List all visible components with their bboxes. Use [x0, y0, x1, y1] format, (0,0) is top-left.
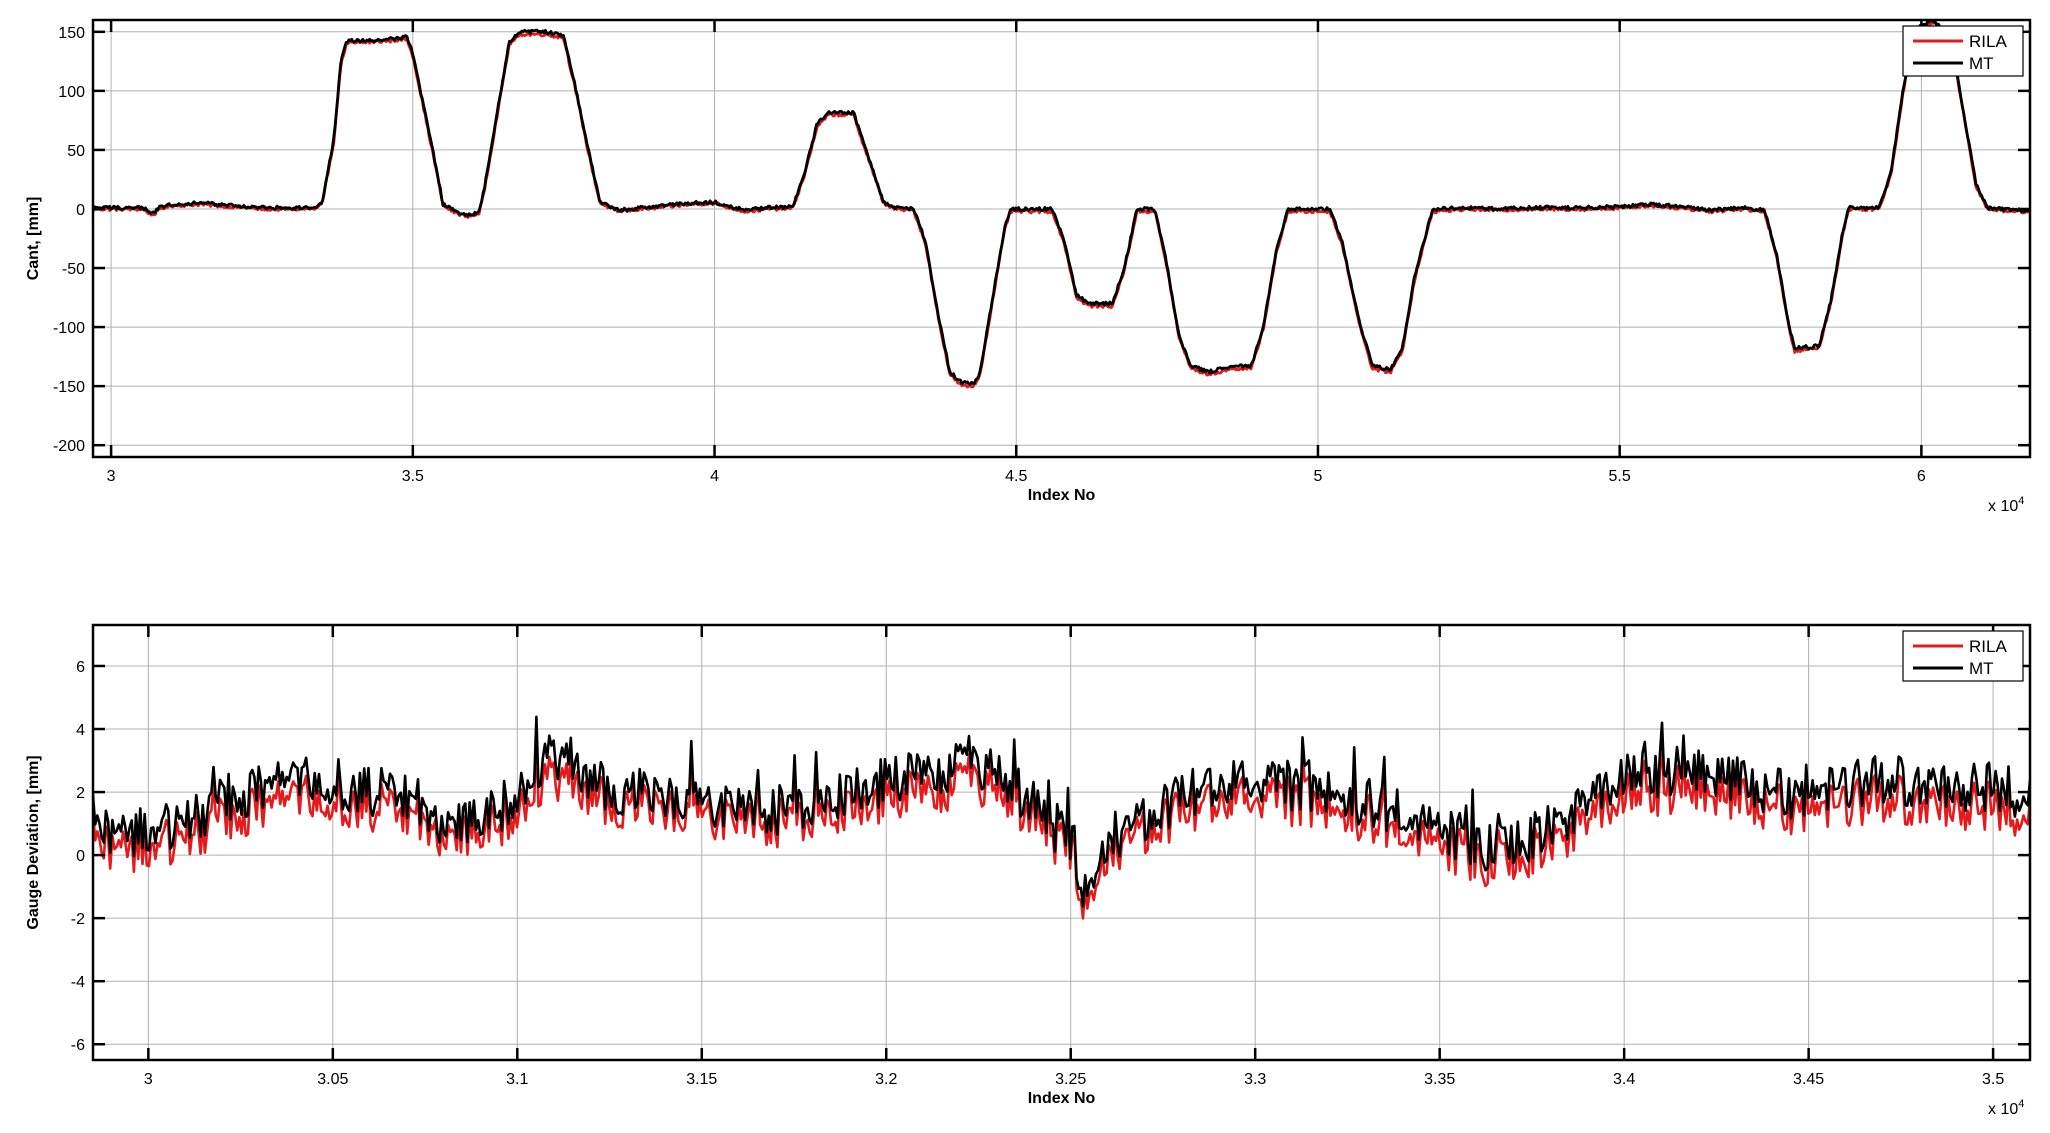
cant-ticks — [93, 20, 2030, 457]
cant-series-line-rila — [93, 20, 2030, 389]
gauge-x-axis-label: Index No — [1028, 1090, 1096, 1107]
gauge-legend: RILA MT — [1902, 630, 2024, 682]
gauge-tick-labels: 3 3.05 3.1 3.15 3.2 3.25 3.3 3.35 3.4 3.45 3.5 6 4 2 0… — [71, 659, 2005, 1088]
cant-y-tick-label: -200 — [53, 438, 85, 455]
cant-x-tick-label: 4 — [710, 468, 719, 485]
cant-x-tick-label: 3.5 — [402, 468, 424, 485]
gauge-x-tick-label: 3.45 — [1793, 1071, 1824, 1088]
gauge-axes-frame — [91, 623, 2032, 1062]
gauge-y-tick-label: -6 — [71, 1037, 85, 1054]
gauge-ticks — [93, 625, 2030, 1060]
cant-legend-label-rila: RILA — [1969, 32, 2007, 51]
gauge-y-tick-label: 2 — [76, 785, 85, 802]
cant-grid — [93, 20, 2030, 457]
gauge-y-tick-label: 6 — [76, 659, 85, 676]
cant-x-tick-label: 6 — [1917, 468, 1926, 485]
cant-legend: RILA MT — [1902, 25, 2024, 77]
cant-tick-labels: 3 3.5 4 4.5 5 5.5 6 150 100 50 0 -50 -100 -150 -200 — [53, 25, 1926, 485]
gauge-x-exponent-label: x 104 — [1988, 1098, 2024, 1118]
gauge-x-tick-label: 3.4 — [1613, 1071, 1635, 1088]
cant-x-exponent-label: x 104 — [1988, 495, 2024, 515]
cant-y-tick-label: 150 — [58, 25, 85, 42]
gauge-y-tick-label: -4 — [71, 974, 85, 991]
cant-series-line-mt — [93, 20, 2030, 386]
cant-y-axis-label: Cant, [mm] — [25, 197, 42, 281]
gauge-x-exponent: 4 — [2018, 1098, 2024, 1110]
gauge-x-multiplier: x 10 — [1988, 1101, 2018, 1118]
cant-legend-box — [1902, 25, 2024, 77]
gauge-x-tick-label: 3.5 — [1982, 1071, 2004, 1088]
gauge-x-tick-label: 3.2 — [875, 1071, 897, 1088]
cant-x-multiplier: x 10 — [1988, 498, 2018, 515]
cant-x-tick-label: 4.5 — [1005, 468, 1027, 485]
gauge-y-axis-label: Gauge Deviation, [mm] — [25, 755, 42, 929]
gauge-y-tick-label: -2 — [71, 911, 85, 928]
gauge-x-tick-label: 3.1 — [506, 1071, 528, 1088]
gauge-series — [93, 715, 2030, 920]
cant-x-tick-label: 3 — [107, 468, 116, 485]
cant-x-tick-label: 5.5 — [1609, 468, 1631, 485]
gauge-series-line-rila — [93, 734, 2030, 920]
gauge-y-tick-label: 4 — [76, 722, 85, 739]
cant-y-tick-label: -100 — [53, 320, 85, 337]
cant-x-tick-label: 5 — [1314, 468, 1323, 485]
gauge-x-tick-label: 3.25 — [1055, 1071, 1086, 1088]
cant-y-tick-label: 100 — [58, 84, 85, 101]
gauge-x-tick-label: 3.3 — [1244, 1071, 1266, 1088]
gauge-legend-label-mt: MT — [1969, 659, 1994, 678]
cant-x-exponent: 4 — [2018, 495, 2024, 507]
gauge-x-tick-label: 3.05 — [317, 1071, 348, 1088]
gauge-x-tick-label: 3.15 — [686, 1071, 717, 1088]
gauge-x-tick-label: 3.35 — [1424, 1071, 1455, 1088]
gauge-legend-box — [1902, 630, 2024, 682]
cant-series — [93, 20, 2030, 389]
cant-legend-label-mt: MT — [1969, 54, 1994, 73]
cant-y-tick-label: -150 — [53, 379, 85, 396]
cant-x-axis-label: Index No — [1028, 487, 1096, 504]
gauge-legend-label-rila: RILA — [1969, 637, 2007, 656]
cant-y-tick-label: -50 — [62, 261, 85, 278]
gauge-chart: 3 3.05 3.1 3.15 3.2 3.25 3.3 3.35 3.4 3.45 3.5 6 4 2 0… — [25, 623, 2032, 1118]
cant-axes-frame — [91, 18, 2032, 459]
cant-chart: 3 3.5 4 4.5 5 5.5 6 150 100 50 0 -50 -100 -150 -200 In… — [25, 18, 2032, 515]
gauge-series-line-mt — [93, 715, 2030, 908]
cant-y-tick-label: 0 — [76, 202, 85, 219]
cant-y-tick-label: 50 — [67, 143, 85, 160]
gauge-grid — [93, 625, 2030, 1060]
gauge-y-tick-label: 0 — [76, 848, 85, 865]
gauge-x-tick-label: 3 — [144, 1071, 153, 1088]
